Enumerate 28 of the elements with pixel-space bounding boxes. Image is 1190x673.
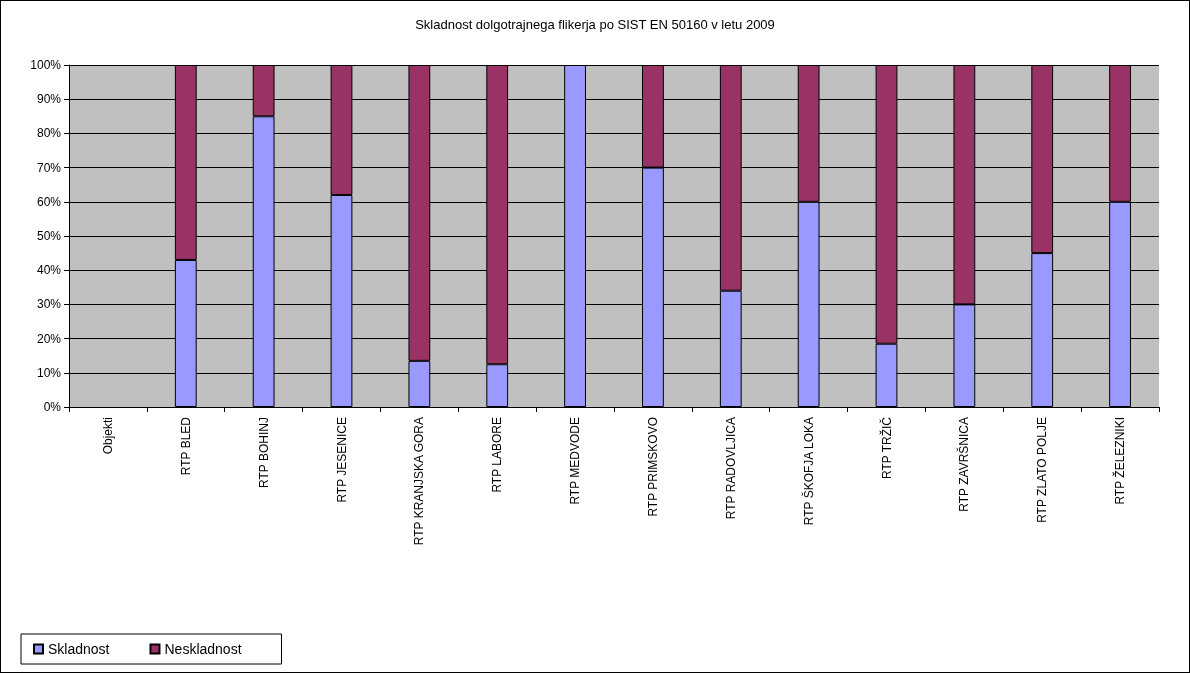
x-tick-label: RTP ZAVRŠNICA: [956, 417, 972, 512]
y-tick-label: 10%: [36, 365, 62, 380]
x-tick-label: RTP ZLATO POLJE: [1035, 417, 1050, 523]
y-tick-label: 90%: [36, 92, 62, 107]
x-tick-label: RTP ŠKOFJA LOKA: [800, 417, 816, 526]
x-tick-label: RTP BOHINJ: [256, 417, 271, 488]
x-tick-label: RTP JESENICE: [334, 417, 349, 503]
y-tick-label: 30%: [36, 297, 62, 312]
x-tick-label: RTP PRIMSKOVO: [645, 417, 660, 517]
y-tick-label: 60%: [36, 194, 62, 209]
x-tick-label: RTP MEDVODE: [568, 417, 583, 505]
y-tick-label: 70%: [36, 160, 62, 175]
x-tick-label: RTP KRANJSKA GORA: [412, 417, 427, 546]
legend-label: Skladnost: [48, 641, 110, 657]
y-tick-label: 80%: [36, 126, 62, 141]
x-tick-label: RTP LABORE: [490, 417, 505, 493]
x-tick-label: RTP RADOVLJICA: [723, 417, 738, 520]
x-tick-label: RTP BLED: [178, 416, 193, 476]
x-tick-label: RTP ŽELEZNIKI: [1112, 417, 1128, 505]
y-tick-label: 40%: [36, 263, 62, 278]
x-tick-label: RTP TRŽIČ: [878, 416, 894, 480]
chart-title: Skladnost dolgotrajnega flikerja po SIST EN 50160 v letu 2009: [415, 17, 775, 32]
y-tick-label: 0%: [43, 400, 62, 414]
y-tick-label: 50%: [36, 229, 62, 243]
y-tick-label: 100%: [30, 58, 62, 72]
legend-label: Neskladnost: [164, 641, 242, 657]
y-tick-label: 20%: [36, 331, 62, 346]
x-tick-label: Objekti: [100, 417, 115, 455]
